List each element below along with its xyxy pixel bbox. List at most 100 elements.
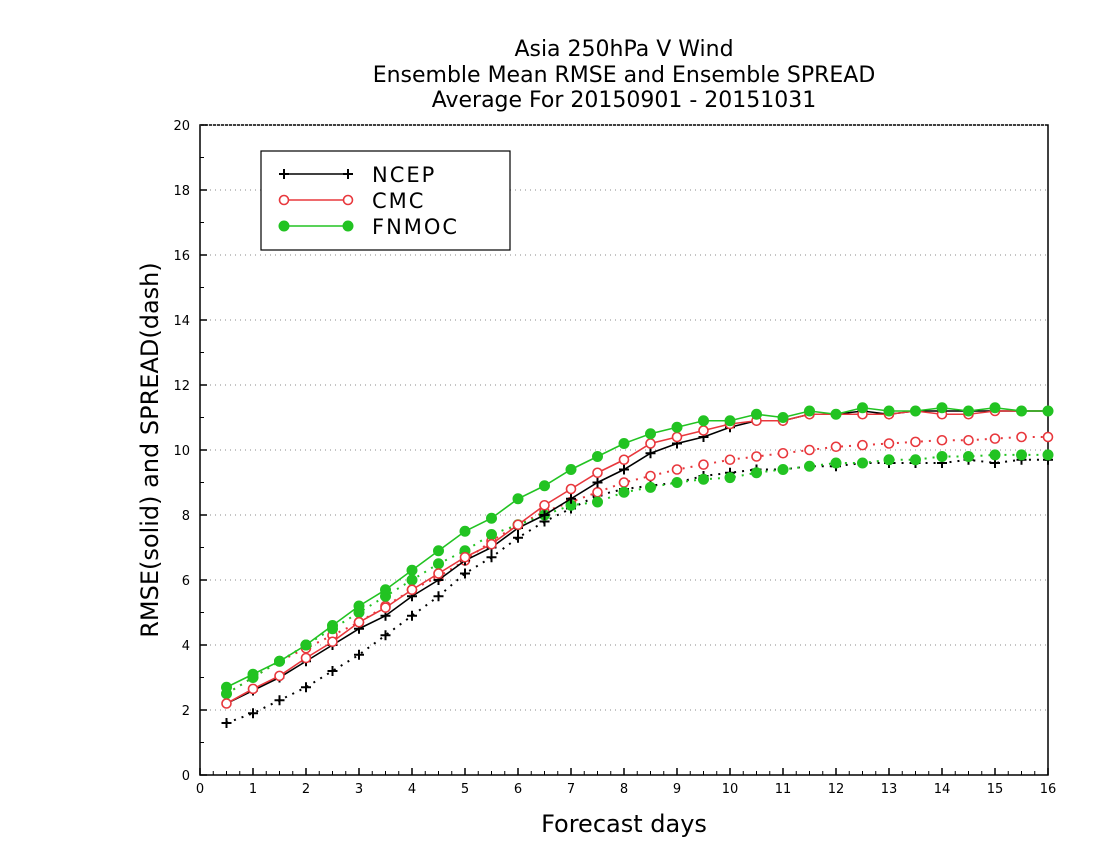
ncep-rmse-point	[645, 448, 656, 459]
fnmoc-spread-point	[724, 472, 736, 484]
y-tick-label: 14	[173, 314, 190, 329]
ncep-spread-point	[301, 682, 311, 693]
y-tick-label: 6	[182, 574, 190, 589]
x-axis-label: Forecast days	[541, 810, 707, 838]
fnmoc-spread-point	[698, 473, 709, 485]
fnmoc-rmse-point	[618, 438, 630, 449]
x-tick-label: 5	[461, 782, 469, 797]
cmc-rmse-line	[226, 410, 1048, 705]
fnmoc-rmse-point	[274, 655, 285, 667]
fnmoc-rmse-point	[565, 464, 577, 475]
ncep-spread-point	[513, 532, 523, 543]
fnmoc-spread-point	[671, 477, 683, 488]
fnmoc-rmse-point	[433, 545, 444, 557]
x-tick-label: 2	[302, 782, 310, 797]
fnmoc-spread-point	[910, 454, 921, 466]
cmc-rmse-point	[380, 602, 391, 613]
fnmoc-rmse-point	[804, 405, 815, 417]
chart-title-line-2: Ensemble Mean RMSE and Ensemble SPREAD	[372, 63, 876, 88]
cmc-rmse-point	[539, 499, 550, 511]
y-tick-label: 4	[182, 639, 190, 654]
fnmoc-rmse-point	[486, 512, 497, 524]
ncep-spread-point	[248, 708, 258, 719]
x-tick-label: 15	[987, 782, 1004, 797]
legend-marker-cmc	[278, 194, 290, 206]
cmc-spread-point	[963, 434, 974, 446]
fnmoc-spread-point	[486, 529, 497, 540]
y-tick-label: 20	[173, 119, 190, 134]
ncep-rmse-point	[566, 493, 576, 504]
x-tick-label: 6	[514, 782, 522, 797]
cmc-spread-point	[698, 459, 709, 470]
cmc-spread-point	[936, 434, 948, 446]
fnmoc-rmse-point	[645, 428, 656, 440]
fnmoc-rmse-point	[300, 639, 312, 651]
cmc-rmse-point	[459, 551, 471, 563]
cmc-rmse-point	[565, 483, 577, 495]
x-tick-label: 3	[355, 782, 363, 797]
legend-marker-cmc	[342, 194, 354, 206]
cmc-rmse-point	[512, 519, 524, 531]
cmc-rmse-point	[592, 467, 603, 479]
cmc-rmse-point	[671, 431, 683, 443]
fnmoc-rmse-point	[698, 415, 709, 427]
y-tick-label: 12	[173, 379, 190, 394]
cmc-spread-point	[857, 439, 868, 451]
fnmoc-rmse-point	[459, 525, 471, 537]
fnmoc-rmse-point	[221, 681, 232, 693]
cmc-rmse-point	[645, 438, 656, 449]
fnmoc-rmse-point	[724, 415, 736, 427]
fnmoc-spread-point	[830, 457, 842, 469]
cmc-rmse-point	[433, 568, 444, 579]
fnmoc-rmse-point	[512, 493, 524, 505]
cmc-rmse-point	[406, 584, 418, 596]
cmc-rmse-point	[618, 454, 630, 466]
x-tick-label: 12	[828, 782, 845, 797]
fnmoc-rmse-point	[963, 405, 974, 417]
fnmoc-spread-point	[1016, 449, 1027, 461]
cmc-spread-point	[777, 447, 789, 459]
cmc-spread-point	[1042, 431, 1054, 443]
y-tick-label: 16	[173, 249, 190, 264]
legend-label-cmc: CMC	[372, 189, 425, 213]
cmc-rmse-point	[247, 683, 259, 695]
cmc-spread-point	[1016, 431, 1027, 443]
fnmoc-rmse-point	[592, 451, 603, 462]
ncep-rmse-point	[592, 477, 603, 488]
ncep-spread-line	[226, 458, 1048, 724]
fnmoc-spread-point	[989, 449, 1001, 461]
fnmoc-rmse-point	[353, 600, 365, 612]
x-tick-label: 8	[620, 782, 628, 797]
x-tick-label: 0	[196, 782, 204, 797]
fnmoc-spread-point	[804, 460, 815, 472]
x-tick-label: 16	[1040, 782, 1057, 797]
fnmoc-spread-point	[592, 496, 603, 508]
cmc-rmse-point	[698, 425, 709, 436]
x-tick-label: 11	[775, 782, 792, 797]
ncep-spread-point	[460, 568, 470, 579]
cmc-spread-point	[989, 433, 1001, 444]
cmc-rmse-point	[274, 670, 285, 682]
fnmoc-rmse-point	[910, 405, 921, 417]
x-tick-label: 13	[881, 782, 898, 797]
ncep-rmse-point	[619, 464, 629, 475]
legend-marker-fnmoc	[342, 220, 354, 232]
cmc-rmse-point	[221, 698, 232, 709]
ncep-rmse-line	[226, 410, 1048, 705]
fnmoc-rmse-point	[406, 564, 418, 576]
x-tick-label: 9	[673, 782, 681, 797]
cmc-rmse-point	[486, 538, 497, 550]
y-tick-label: 0	[182, 769, 190, 784]
fnmoc-spread-point	[433, 558, 444, 570]
cmc-spread-point	[724, 454, 736, 466]
legend-marker-ncep	[279, 169, 289, 179]
ncep-spread-point	[221, 718, 232, 728]
ncep-rmse-point	[539, 510, 550, 520]
cmc-spread-point	[883, 438, 895, 449]
fnmoc-rmse-point	[857, 402, 868, 414]
fnmoc-rmse-point	[883, 405, 895, 417]
x-tick-label: 7	[567, 782, 575, 797]
cmc-rmse-point	[327, 636, 338, 648]
